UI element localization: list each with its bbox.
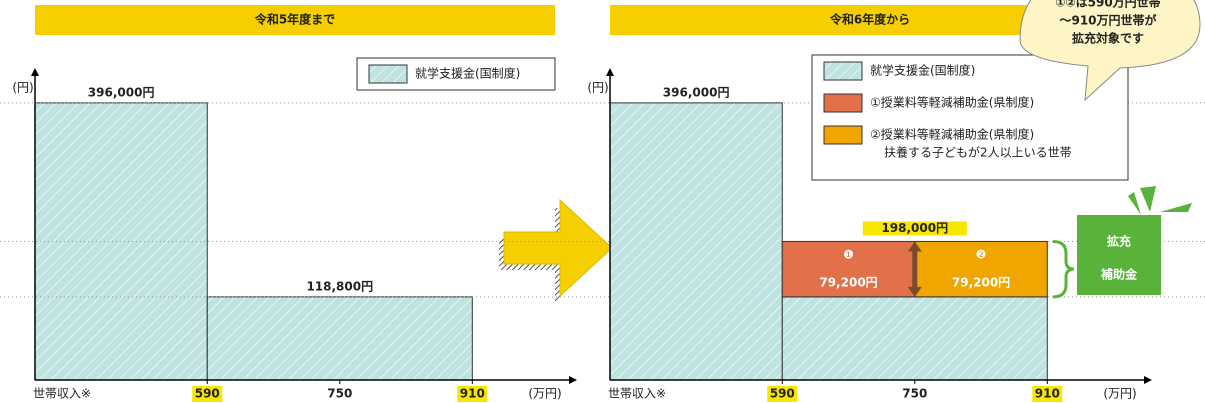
legend-label: 就学支援金(国制度) (870, 63, 975, 78)
value-label: 396,000円 (88, 85, 155, 99)
badge-rays (1128, 186, 1192, 215)
x-tick-label: 750 (902, 387, 927, 401)
chart-title: 令和6年度から (829, 12, 910, 27)
bar (34, 102, 208, 381)
x-tick-highlight (1032, 386, 1063, 402)
header-bar (35, 5, 555, 35)
legend-note: 扶養する子どもが2人以上いる世帯 (884, 145, 1072, 160)
y-unit: (円) (587, 81, 608, 95)
legend-label: ①授業料等軽減補助金(県制度) (870, 95, 1034, 110)
x-tick-label: 910 (1035, 387, 1060, 401)
x-tick-highlight (767, 386, 798, 402)
legend-swatch (823, 61, 863, 81)
total-highlight (862, 221, 967, 236)
callout-text: ～910万円世帯が (1059, 13, 1156, 28)
x-tick-label: 590 (770, 387, 795, 401)
x-unit: (万円) (1103, 387, 1136, 401)
callout-text: ①②は590万円世帯 (1055, 0, 1160, 10)
legend-swatch (823, 93, 863, 113)
x-start-label: 世帯収入※ (608, 387, 666, 401)
x-tick-label: 910 (460, 387, 485, 401)
total-label: 198,000円 (881, 221, 948, 235)
bar (609, 102, 783, 381)
bar (914, 240, 1048, 298)
badge-text: 拡充 (1107, 234, 1131, 249)
value-label: 79,200円 (819, 276, 877, 290)
x-axis-arrow (1144, 376, 1152, 384)
bar (781, 296, 1048, 381)
x-tick-label: 750 (327, 387, 352, 401)
bar-marker: ❶ (843, 248, 854, 262)
badge (1077, 215, 1161, 295)
callout-bubble (1019, 0, 1201, 102)
legend-box (811, 54, 1129, 181)
legend-label: 就学支援金(国制度) (415, 66, 520, 81)
value-label: 118,800円 (306, 279, 373, 293)
badge-text: 補助金 (1100, 267, 1138, 282)
x-start-label: 世帯収入※ (33, 387, 91, 401)
y-axis-arrow (31, 68, 39, 76)
legend-label: ②授業料等軽減補助金(県制度) (870, 127, 1034, 142)
x-tick-highlight (457, 386, 488, 402)
value-label: 396,000円 (663, 85, 730, 99)
callout-text: 拡充対象です (1072, 31, 1144, 46)
chart-title: 令和5年度まで (254, 12, 335, 27)
x-unit: (万円) (528, 387, 561, 401)
x-tick-label: 590 (195, 387, 220, 401)
value-label: 79,200円 (952, 276, 1010, 290)
bar-marker: ❷ (976, 248, 987, 262)
big-arrow (499, 198, 613, 302)
legend-swatch (823, 125, 863, 145)
y-axis-arrow (606, 68, 614, 76)
y-unit: (円) (12, 81, 33, 95)
legend-swatch (368, 64, 408, 84)
x-tick-highlight (192, 386, 223, 402)
brace (1052, 239, 1075, 299)
bar (206, 296, 473, 381)
bar (781, 240, 916, 298)
x-axis-arrow (569, 376, 577, 384)
